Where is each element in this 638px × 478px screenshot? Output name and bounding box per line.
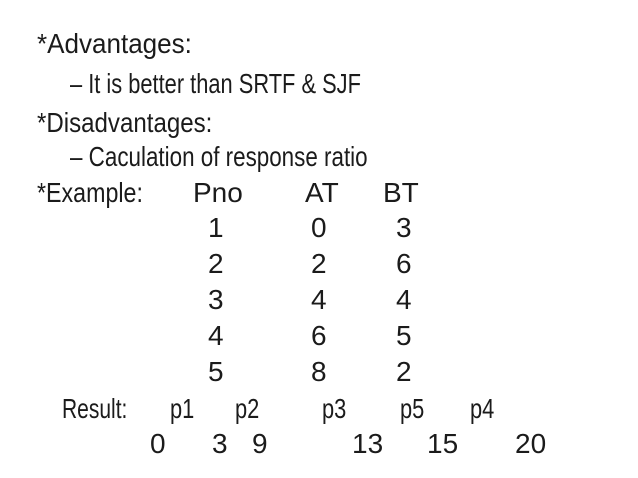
- example-label: *Example:: [37, 177, 143, 208]
- timeline-tick-15: 15: [427, 428, 459, 459]
- timeline-tick-9: 9: [252, 428, 268, 459]
- timeline-tick-3: 3: [212, 428, 228, 459]
- bullet-disadvantages: *Disadvantages:: [37, 107, 213, 138]
- result-process-p4: p4: [470, 393, 495, 424]
- bullet-disadvantages-detail: – Caculation of response ratio: [70, 141, 368, 172]
- result-process-p3: p3: [322, 393, 347, 424]
- bullet-advantages-detail: – It is better than SRTF & SJF: [70, 68, 361, 99]
- cell-r3-at: 4: [311, 284, 327, 315]
- result-process-p5: p5: [400, 393, 425, 424]
- timeline-tick-0: 0: [150, 428, 166, 459]
- timeline-tick-20: 20: [515, 428, 547, 459]
- cell-r5-pno: 5: [208, 356, 224, 387]
- cell-r5-at: 8: [311, 356, 327, 387]
- col-header-bt: BT: [383, 177, 419, 208]
- cell-r3-pno: 3: [208, 284, 224, 315]
- cell-r2-at: 2: [311, 248, 327, 279]
- result-process-p1: p1: [170, 393, 195, 424]
- cell-r2-pno: 2: [208, 248, 224, 279]
- cell-r1-pno: 1: [208, 212, 224, 243]
- result-process-p2: p2: [235, 393, 260, 424]
- cell-r4-at: 6: [311, 320, 327, 351]
- cell-r4-bt: 5: [396, 320, 412, 351]
- result-label: Result:: [62, 393, 128, 424]
- cell-r5-bt: 2: [396, 356, 412, 387]
- timeline-tick-13: 13: [352, 428, 384, 459]
- cell-r2-bt: 6: [396, 248, 412, 279]
- cell-r4-pno: 4: [208, 320, 224, 351]
- col-header-at: AT: [305, 177, 339, 208]
- col-header-pno: Pno: [193, 177, 243, 208]
- cell-r1-at: 0: [311, 212, 327, 243]
- cell-r1-bt: 3: [396, 212, 412, 243]
- cell-r3-bt: 4: [396, 284, 412, 315]
- bullet-advantages: *Advantages:: [37, 28, 192, 59]
